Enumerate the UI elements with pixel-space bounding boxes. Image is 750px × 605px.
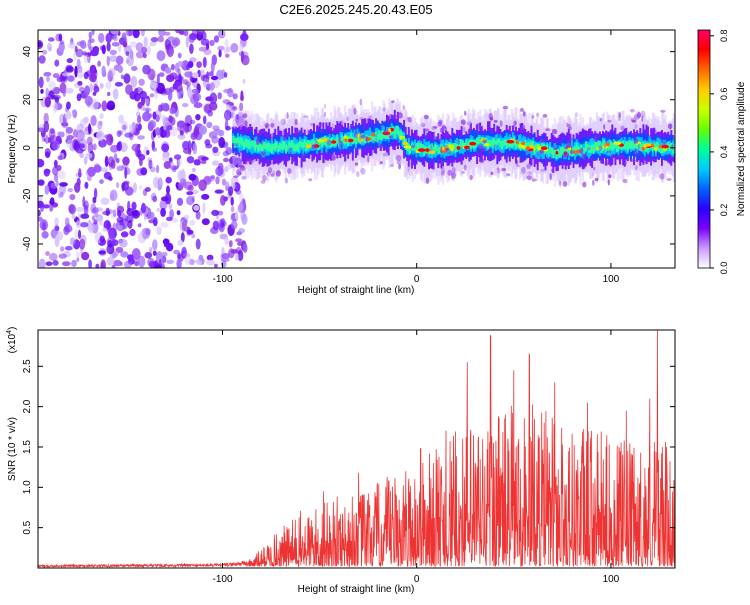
snr-panel: -100 0 100 0.5 1.0 1.5 2.0 2.5 Height of strai…: [6, 327, 676, 595]
figure-title: C2E6.2025.245.20.43.E05: [279, 2, 432, 17]
colorbar-tick-label: 0.4: [719, 146, 729, 159]
snr-multiplier-exponent: 4: [6, 330, 13, 334]
spectrogram-y-axis-label: Frequency (Hz): [7, 115, 18, 184]
snr-y-ticks: 0.5 1.0 1.5 2.0 2.5: [22, 359, 675, 535]
colorbar-tick-label: 0.2: [719, 204, 729, 217]
spectrogram-x-axis-label: Height of straight line (km): [298, 285, 415, 296]
spectrogram-signal-band: [231, 98, 675, 188]
snr-y-axis-label: SNR (10 * v/v): [7, 417, 18, 481]
spectrogram-y-tick-label: -40: [22, 236, 33, 251]
colorbar-gradient: [697, 29, 711, 269]
snr-y-tick-label: 0.5: [22, 520, 33, 534]
colorbar-ticks: 0.0 0.2 0.4 0.6 0.8: [710, 30, 729, 275]
colorbar: 0.0 0.2 0.4 0.6 0.8 Normalized spectral ampl…: [697, 29, 747, 275]
snr-series-line: [38, 330, 675, 568]
snr-multiplier-base: (x10: [7, 333, 18, 353]
spectrogram-x-ticks: -100 0 100: [212, 30, 620, 285]
snr-frame: [37, 329, 676, 569]
snr-x-tick-label: 100: [603, 574, 620, 585]
spectrogram-y-tick-label: 40: [22, 46, 33, 58]
svg-text:(x104): (x104): [6, 327, 18, 354]
colorbar-tick-label: 0.8: [719, 30, 729, 43]
colorbar-tick-label: 0.0: [719, 262, 729, 275]
spectrogram-noise-region: [38, 30, 250, 268]
spectrogram-x-tick-label: -100: [212, 274, 232, 285]
colorbar-tick-label: 0.6: [719, 88, 729, 101]
spectrogram-y-tick-label: -20: [22, 188, 33, 203]
spectrogram-y-tick-label: 0: [22, 145, 33, 151]
snr-x-axis-label: Height of straight line (km): [298, 584, 415, 595]
spectrogram-x-tick-label: 0: [414, 274, 420, 285]
snr-multiplier-close: ): [7, 327, 18, 330]
spectrogram-panel: -100 0 100 -40 -20 0 20 40 Height of straight …: [7, 29, 676, 296]
snr-y-tick-label: 1.5: [22, 440, 33, 454]
spectrogram-x-tick-label: 100: [603, 274, 620, 285]
spectrogram-y-ticks: -40 -20 0 20 40: [22, 46, 675, 251]
snr-y-tick-label: 2.5: [22, 359, 33, 373]
snr-x-tick-label: -100: [212, 574, 232, 585]
colorbar-label: Normalized spectral amplitude: [736, 81, 747, 216]
snr-y-tick-label: 2.0: [22, 399, 33, 413]
snr-x-ticks: -100 0 100: [212, 330, 620, 585]
snr-y-tick-label: 1.0: [22, 480, 33, 494]
snr-y-multiplier: (x104): [6, 327, 18, 354]
snr-x-tick-label: 0: [414, 574, 420, 585]
spectrogram-y-tick-label: 20: [22, 94, 33, 106]
spectrogram-frame: [37, 29, 676, 269]
